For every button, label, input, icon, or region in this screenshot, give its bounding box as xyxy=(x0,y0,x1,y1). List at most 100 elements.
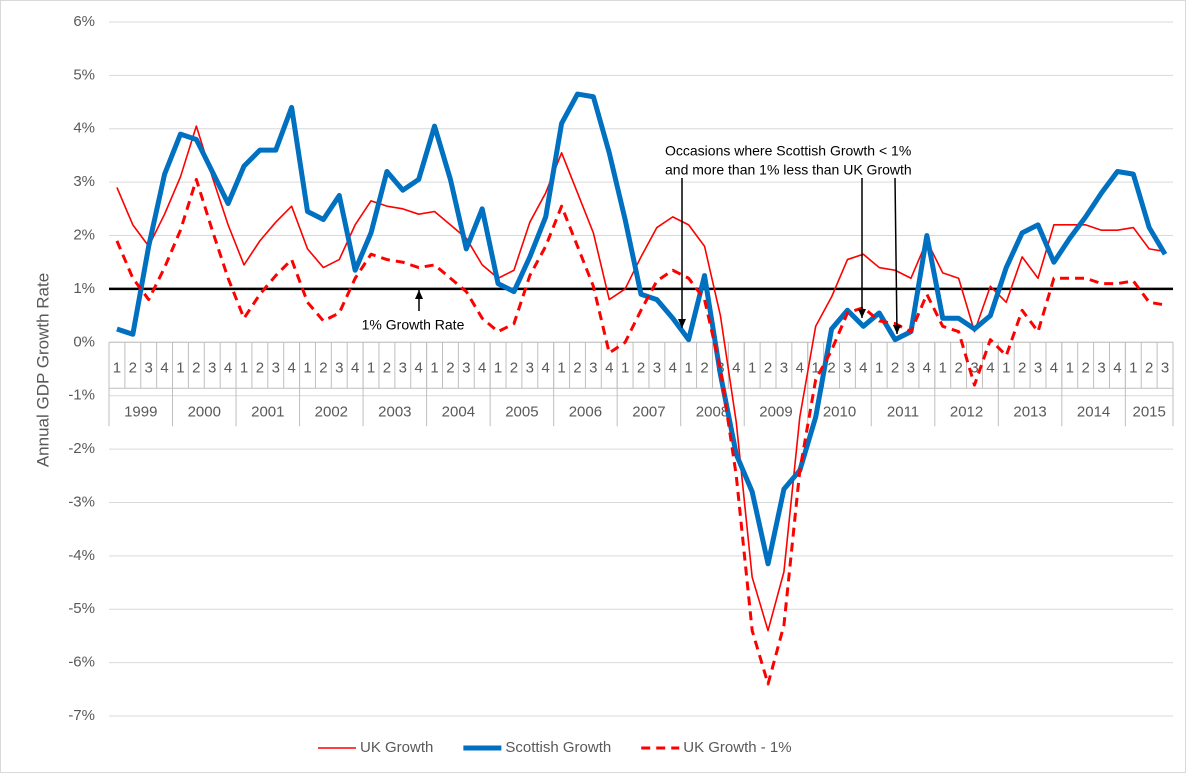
y-tick-label: 3% xyxy=(73,173,95,190)
y-tick-label: -6% xyxy=(68,654,95,671)
y-tick-label: 5% xyxy=(73,66,95,83)
x-tick-label: 4 xyxy=(478,359,486,376)
x-tick-label: 3 xyxy=(589,359,597,376)
x-tick-label: 2 xyxy=(1081,359,1089,376)
x-tick-label: 3 xyxy=(1161,359,1169,376)
arrow-head xyxy=(415,290,423,299)
y-tick-label: -5% xyxy=(68,600,95,617)
y-tick-label: -3% xyxy=(68,493,95,510)
x-tick-label: 3 xyxy=(208,359,216,376)
series-line xyxy=(116,125,1166,632)
series-line xyxy=(116,91,1168,567)
x-tick-label: 3 xyxy=(653,359,661,376)
x-tick-label: 4 xyxy=(605,359,613,376)
year-label: 2012 xyxy=(950,403,983,420)
x-tick-label: 2 xyxy=(954,359,962,376)
x-tick-label: 4 xyxy=(287,359,295,376)
year-label: 2002 xyxy=(315,403,348,420)
x-tick-label: 1 xyxy=(176,359,184,376)
year-label: 2008 xyxy=(696,403,729,420)
x-tick-label: 2 xyxy=(383,359,391,376)
x-tick-label: 2 xyxy=(129,359,137,376)
y-tick-label: 2% xyxy=(73,227,95,244)
x-tick-label: 2 xyxy=(256,359,264,376)
y-tick-label: -4% xyxy=(68,547,95,564)
x-tick-label: 2 xyxy=(573,359,581,376)
x-tick-label: 4 xyxy=(859,359,867,376)
x-tick-label: 3 xyxy=(1034,359,1042,376)
legend-label: Scottish Growth xyxy=(505,739,611,756)
x-tick-label: 1 xyxy=(240,359,248,376)
x-tick-label: 4 xyxy=(1050,359,1058,376)
x-tick-label: 1 xyxy=(621,359,629,376)
x-tick-label: 1 xyxy=(557,359,565,376)
year-label: 2009 xyxy=(759,403,792,420)
x-tick-label: 4 xyxy=(224,359,232,376)
y-tick-label: 1% xyxy=(73,280,95,297)
year-label: 2004 xyxy=(442,403,475,420)
x-tick-label: 4 xyxy=(669,359,677,376)
x-tick-label: 1 xyxy=(367,359,375,376)
year-label: 2005 xyxy=(505,403,538,420)
year-label: 2015 xyxy=(1132,403,1165,420)
x-tick-label: 1 xyxy=(1129,359,1137,376)
annotation-arrow xyxy=(894,177,898,335)
x-tick-label: 3 xyxy=(272,359,280,376)
x-tick-label: 4 xyxy=(796,359,804,376)
x-tick-label: 3 xyxy=(526,359,534,376)
year-label: 2014 xyxy=(1077,403,1110,420)
x-tick-label: 1 xyxy=(875,359,883,376)
y-tick-label: -1% xyxy=(68,387,95,404)
x-tick-label: 2 xyxy=(1145,359,1153,376)
legend-label: UK Growth - 1% xyxy=(683,739,791,756)
x-tick-label: 4 xyxy=(351,359,359,376)
y-tick-label: 6% xyxy=(73,13,95,30)
year-label: 2007 xyxy=(632,403,665,420)
x-tick-label: 2 xyxy=(510,359,518,376)
x-tick-label: 1 xyxy=(430,359,438,376)
x-tick-label: 1 xyxy=(748,359,756,376)
x-tick-label: 1 xyxy=(684,359,692,376)
x-tick-label: 1 xyxy=(303,359,311,376)
x-tick-label: 3 xyxy=(335,359,343,376)
year-label: 2006 xyxy=(569,403,602,420)
x-tick-label: 3 xyxy=(843,359,851,376)
x-tick-label: 2 xyxy=(446,359,454,376)
x-tick-label: 3 xyxy=(970,359,978,376)
x-tick-label: 1 xyxy=(1066,359,1074,376)
x-tick-label: 4 xyxy=(542,359,550,376)
x-tick-label: 1 xyxy=(113,359,121,376)
annotation: Occasions where Scottish Growth < 1% xyxy=(665,143,911,159)
x-tick-label: 3 xyxy=(1097,359,1105,376)
year-label: 2011 xyxy=(887,403,919,420)
annotation: and more than 1% less than UK Growth xyxy=(665,162,912,178)
year-label: 2003 xyxy=(378,403,411,420)
x-tick-label: 4 xyxy=(1113,359,1121,376)
x-tick-label: 3 xyxy=(462,359,470,376)
x-tick-label: 4 xyxy=(732,359,740,376)
x-tick-label: 4 xyxy=(986,359,994,376)
x-tick-label: 2 xyxy=(637,359,645,376)
year-label: 2010 xyxy=(823,403,856,420)
x-tick-label: 1 xyxy=(1002,359,1010,376)
annotation: 1% Growth Rate xyxy=(362,317,465,333)
x-tick-label: 2 xyxy=(827,359,835,376)
year-label: 2001 xyxy=(251,403,284,420)
year-label: 1999 xyxy=(124,403,157,420)
x-tick-label: 4 xyxy=(923,359,931,376)
arrow-head xyxy=(858,309,866,318)
year-label: 2000 xyxy=(188,403,221,420)
y-tick-label: 0% xyxy=(73,333,95,350)
x-tick-label: 2 xyxy=(319,359,327,376)
x-tick-label: 1 xyxy=(939,359,947,376)
x-tick-label: 4 xyxy=(414,359,422,376)
x-tick-label: 2 xyxy=(192,359,200,376)
y-tick-label: 4% xyxy=(73,120,95,137)
legend-label: UK Growth xyxy=(360,739,433,756)
x-tick-label: 1 xyxy=(494,359,502,376)
arrow-head xyxy=(678,319,686,328)
x-tick-label: 3 xyxy=(145,359,153,376)
x-tick-label: 1 xyxy=(812,359,820,376)
